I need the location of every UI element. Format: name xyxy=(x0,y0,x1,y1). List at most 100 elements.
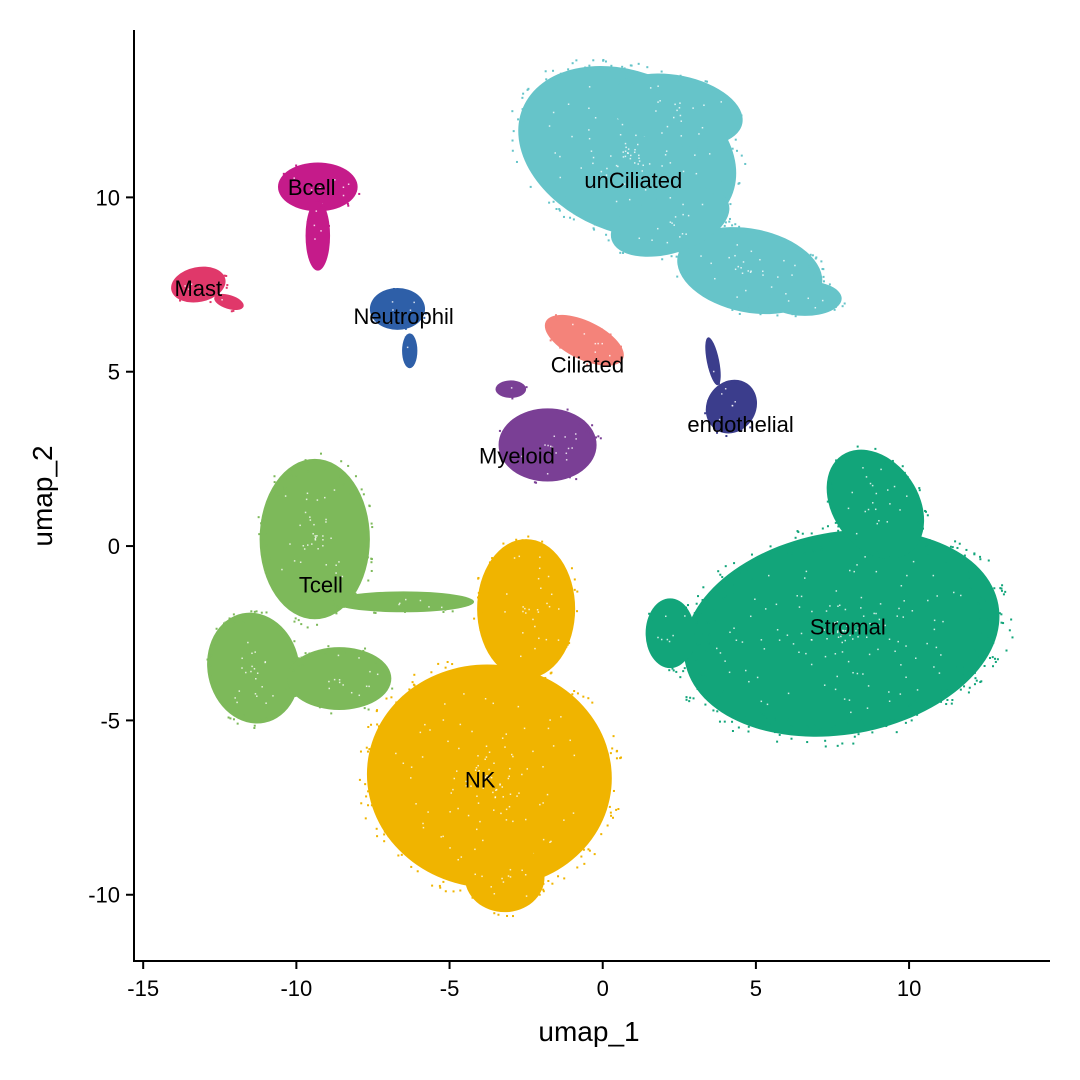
cluster-point xyxy=(501,448,504,451)
cluster-gap-point xyxy=(655,110,657,112)
cluster-point xyxy=(523,141,526,144)
cluster-gap-point xyxy=(320,230,322,232)
cluster-point xyxy=(918,489,921,492)
cluster-point xyxy=(604,60,607,63)
cluster-point xyxy=(813,273,816,276)
cluster-point xyxy=(379,294,382,297)
cluster-point xyxy=(843,302,846,305)
cluster-point xyxy=(362,649,365,652)
cluster-point xyxy=(691,653,694,656)
cluster-gap-point xyxy=(481,875,483,878)
cluster-point xyxy=(391,687,394,690)
cluster-point xyxy=(533,481,536,484)
cluster-point xyxy=(600,833,603,836)
cluster-point xyxy=(738,114,741,117)
cluster-point xyxy=(396,707,399,710)
cluster-gap-point xyxy=(794,264,796,267)
cluster-point xyxy=(408,714,411,717)
cluster-point xyxy=(678,251,681,254)
cluster-point xyxy=(367,804,370,807)
cluster-gap-point xyxy=(309,516,311,518)
cluster-gap-point xyxy=(900,584,903,587)
cluster-gap-point xyxy=(442,719,445,721)
cluster-gap-point xyxy=(850,711,852,714)
cluster-point xyxy=(341,472,344,475)
cluster-point xyxy=(547,880,550,883)
cluster-blob xyxy=(287,647,392,710)
cluster-point xyxy=(253,610,256,613)
cluster-point xyxy=(403,610,406,613)
cluster-point xyxy=(480,612,483,615)
cluster-point xyxy=(611,115,614,118)
cluster-point xyxy=(809,253,812,256)
cluster-point xyxy=(967,576,970,579)
cluster-gap-point xyxy=(413,301,415,304)
cluster-gap-point xyxy=(942,620,944,623)
cluster-point xyxy=(555,89,558,92)
cluster-gap-point xyxy=(796,595,798,597)
cluster-point xyxy=(452,890,455,893)
cluster-gap-point xyxy=(617,165,619,168)
cluster-point xyxy=(387,835,390,838)
cluster-point xyxy=(951,699,954,702)
cluster-gap-point xyxy=(648,163,651,165)
cluster-point xyxy=(770,235,773,238)
cluster-point xyxy=(609,752,612,755)
cluster-point xyxy=(385,754,388,757)
cluster-gap-point xyxy=(245,671,247,674)
cluster-point xyxy=(377,725,380,728)
cluster-point xyxy=(697,595,700,598)
cluster-gap-point xyxy=(428,606,430,608)
cluster-point xyxy=(718,694,721,697)
cluster-gap-point xyxy=(427,811,429,813)
cluster-gap-point xyxy=(455,770,458,772)
cluster-point xyxy=(293,640,296,643)
cluster-point xyxy=(451,663,454,666)
cluster-point xyxy=(210,654,213,657)
cluster-gap-point xyxy=(637,143,639,146)
cluster-point xyxy=(542,890,545,893)
cluster-point xyxy=(582,848,585,851)
cluster-point xyxy=(586,427,589,430)
cluster-gap-point xyxy=(674,103,676,106)
cluster-blob xyxy=(214,293,244,311)
cluster-point xyxy=(520,133,523,136)
cluster-point xyxy=(427,682,430,685)
cluster-point xyxy=(833,508,836,511)
cluster-point xyxy=(693,188,696,191)
cluster-point xyxy=(460,868,463,871)
cluster-gap-point xyxy=(877,623,880,626)
cluster-gap-point xyxy=(756,676,759,679)
cluster-point xyxy=(342,483,345,486)
cluster-point xyxy=(624,75,627,78)
cluster-point xyxy=(392,287,395,290)
cluster-point xyxy=(822,268,825,271)
cluster-gap-point xyxy=(338,681,341,684)
cluster-point xyxy=(597,786,600,789)
cluster-point xyxy=(863,723,866,726)
cluster-gap-point xyxy=(322,545,324,547)
cluster-gap-point xyxy=(679,114,682,117)
cluster-point xyxy=(804,538,807,541)
cluster-gap-point xyxy=(304,511,307,514)
cluster-point xyxy=(841,305,844,308)
cluster-gap-point xyxy=(605,174,608,176)
cluster-point xyxy=(683,667,686,670)
cluster-gap-point xyxy=(798,651,800,654)
cluster-point xyxy=(444,666,447,669)
cluster-point xyxy=(206,658,209,661)
cluster-gap-point xyxy=(888,700,891,702)
cluster-point xyxy=(364,647,367,650)
cluster-point xyxy=(860,719,863,722)
cluster-point xyxy=(582,695,585,698)
cluster-gap-point xyxy=(747,270,749,272)
cluster-gap-point xyxy=(800,595,803,598)
cluster-point xyxy=(309,216,312,219)
cluster-point xyxy=(975,679,978,682)
cluster-gap-point xyxy=(449,811,451,813)
cluster-point xyxy=(551,658,554,661)
cluster-point xyxy=(274,590,277,593)
cluster-gap-point xyxy=(714,277,716,280)
cluster-point xyxy=(618,231,621,234)
cluster-gap-point xyxy=(238,690,241,692)
